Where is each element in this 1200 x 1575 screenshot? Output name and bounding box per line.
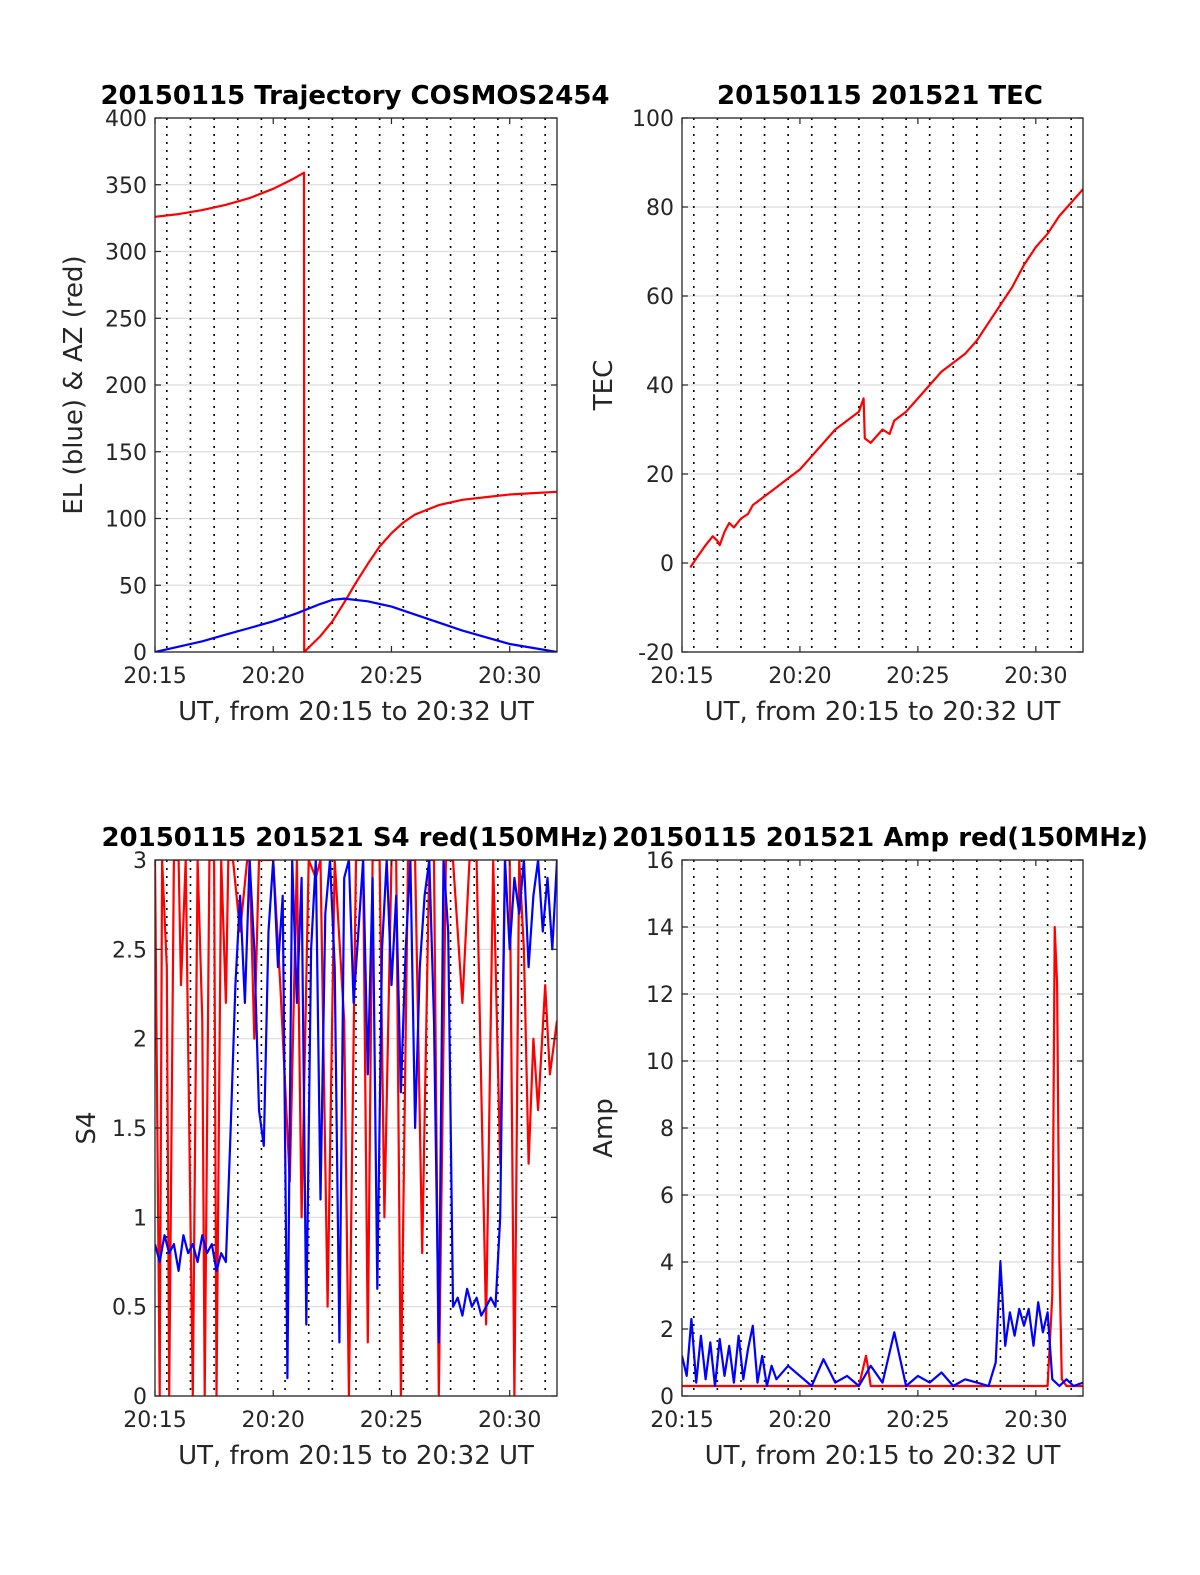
y-tick-label: 4 <box>660 1251 674 1276</box>
y-axis-label: S4 <box>72 1111 102 1144</box>
x-tick-label: 20:20 <box>242 664 305 689</box>
y-tick-label: 100 <box>632 107 674 132</box>
chart-title: 20150115 201521 S4 red(150MHz) <box>101 823 608 853</box>
x-tick-label: 20:25 <box>360 664 423 689</box>
x-tick-label: 20:15 <box>650 1408 713 1433</box>
y-axis-label: TEC <box>589 360 619 411</box>
y-tick-label: 100 <box>105 508 147 533</box>
y-tick-label: 350 <box>105 174 147 199</box>
y-tick-label: 2 <box>660 1318 674 1343</box>
chart-title: 20150115 201521 Amp red(150MHz) <box>612 823 1148 853</box>
x-tick-label: 20:30 <box>1004 664 1067 689</box>
chart-s4: 0 0.5 1 1.5 2 2.5 3 20:15 20:20 20:25 20:30 2015011… <box>72 823 609 1471</box>
x-tick-label: 20:30 <box>478 1408 541 1433</box>
y-axis-label: Amp <box>589 1098 619 1158</box>
y-tick-label: 60 <box>646 285 674 310</box>
series-line-0 <box>155 171 557 652</box>
chart-amp: 0 2 4 6 8 10 12 14 16 20:15 20:20 20:25 20:30 2015011… <box>589 823 1148 1471</box>
y-tick-label: 12 <box>646 983 674 1008</box>
x-tick-label: 20:15 <box>123 664 186 689</box>
y-tick-label: 0 <box>133 641 147 666</box>
x-tick-label: 20:30 <box>478 664 541 689</box>
chart-traj: 0 50 100 150 200 250 300 350 400 20:15 20:20 20:25 2… <box>59 81 610 727</box>
x-tick-label: 20:15 <box>650 664 713 689</box>
y-tick-label: -20 <box>638 641 674 666</box>
series-line-1 <box>155 597 557 652</box>
series-line-0 <box>155 860 557 1396</box>
series-line-1 <box>155 860 557 1380</box>
x-axis-label: UT, from 20:15 to 20:32 UT <box>178 1441 534 1471</box>
y-tick-label: 2 <box>133 1028 147 1053</box>
y-tick-label: 150 <box>105 441 147 466</box>
y-tick-label: 40 <box>646 374 674 399</box>
x-tick-label: 20:20 <box>768 664 831 689</box>
y-tick-label: 0.5 <box>112 1296 147 1321</box>
y-tick-label: 300 <box>105 241 147 266</box>
y-tick-label: 200 <box>105 374 147 399</box>
chart-tec: -20 0 20 40 60 80 100 20:15 20:20 20:25 20:30 20150… <box>589 81 1084 727</box>
x-axis-label: UT, from 20:15 to 20:32 UT <box>178 697 534 727</box>
y-axis-label: EL (blue) & AZ (red) <box>59 255 89 514</box>
series-line-1 <box>682 1260 1083 1388</box>
x-axis-label: UT, from 20:15 to 20:32 UT <box>705 1441 1061 1471</box>
x-tick-label: 20:25 <box>886 664 949 689</box>
y-tick-label: 3 <box>133 849 147 874</box>
y-tick-label: 400 <box>105 107 147 132</box>
chart-title: 20150115 201521 TEC <box>717 81 1043 111</box>
y-tick-label: 50 <box>119 574 147 599</box>
y-tick-label: 1 <box>133 1206 147 1231</box>
chart-title: 20150115 Trajectory COSMOS2454 <box>100 81 609 111</box>
series-line-0 <box>689 188 1083 569</box>
y-tick-label: 16 <box>646 849 674 874</box>
y-tick-label: 8 <box>660 1117 674 1142</box>
y-tick-label: 20 <box>646 463 674 488</box>
y-tick-label: 0 <box>660 1385 674 1410</box>
y-tick-label: 0 <box>133 1385 147 1410</box>
x-tick-label: 20:25 <box>886 1408 949 1433</box>
y-tick-label: 0 <box>660 552 674 577</box>
y-tick-label: 2.5 <box>112 938 147 963</box>
x-tick-label: 20:25 <box>360 1408 423 1433</box>
y-tick-label: 250 <box>105 307 147 332</box>
y-tick-label: 6 <box>660 1184 674 1209</box>
x-tick-label: 20:30 <box>1004 1408 1067 1433</box>
x-tick-label: 20:20 <box>768 1408 831 1433</box>
y-tick-label: 1.5 <box>112 1117 147 1142</box>
x-tick-label: 20:15 <box>123 1408 186 1433</box>
x-tick-label: 20:20 <box>242 1408 305 1433</box>
y-tick-label: 14 <box>646 916 674 941</box>
y-tick-label: 80 <box>646 196 674 221</box>
x-axis-label: UT, from 20:15 to 20:32 UT <box>705 697 1061 727</box>
y-tick-label: 10 <box>646 1050 674 1075</box>
